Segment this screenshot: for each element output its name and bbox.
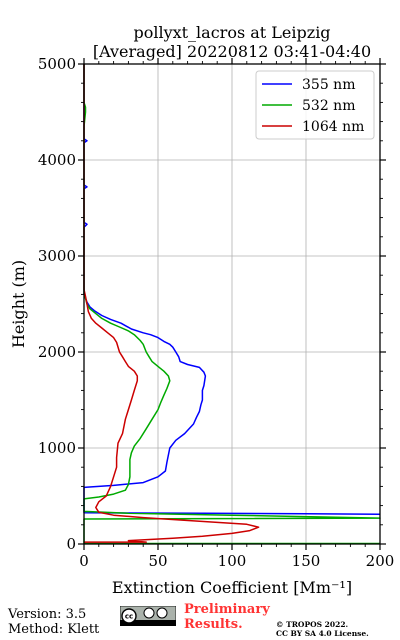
y-tick-label: 5000 xyxy=(38,55,76,73)
y-tick-label: 1000 xyxy=(38,439,76,457)
preliminary-line-1: Preliminary xyxy=(184,602,270,617)
copyright-line-1: © TROPOS 2022. xyxy=(276,620,349,629)
svg-text:cc: cc xyxy=(125,613,133,621)
y-tick-label: 2000 xyxy=(38,343,76,361)
legend: 355 nm 532 nm 1064 nm xyxy=(255,70,375,140)
x-tick-label: 50 xyxy=(148,552,167,570)
cc-by-sa-license-icon: cc xyxy=(120,606,176,626)
chart-title: pollyxt_lacros at Leipzig xyxy=(133,23,330,42)
preliminary-line-2: Results. xyxy=(184,617,243,632)
legend-box xyxy=(255,70,375,140)
copyright-notice: © TROPOS 2022. CC BY SA 4.0 License. xyxy=(276,620,369,638)
x-tick-labels: 0 50 100 150 200 xyxy=(79,552,394,570)
legend-label-355-nm: 355 nm xyxy=(302,77,355,93)
copyright-line-2: CC BY SA 4.0 License. xyxy=(276,629,369,638)
axis-ticks xyxy=(78,58,386,550)
y-axis-label: Height (m) xyxy=(9,260,28,348)
series-line-1064-nm xyxy=(83,64,260,543)
x-axis-label: Extinction Coefficient [Mm⁻¹] xyxy=(112,578,352,597)
y-tick-label: 4000 xyxy=(38,151,76,169)
extinction-profile-chart: 0 50 100 150 200 0 1000 2000 3000 4000 5000 polly… xyxy=(9,23,394,597)
legend-label-1064-nm: 1064 nm xyxy=(302,119,364,135)
y-tick-labels: 0 1000 2000 3000 4000 5000 xyxy=(38,55,76,553)
method-text: Method: Klett xyxy=(8,622,100,637)
x-tick-label: 0 xyxy=(79,552,89,570)
x-tick-label: 100 xyxy=(218,552,247,570)
preliminary-results-note: Preliminary Results. xyxy=(184,602,270,632)
x-tick-label: 150 xyxy=(292,552,321,570)
y-tick-label: 0 xyxy=(66,535,76,553)
version-text: Version: 3.5 xyxy=(8,607,87,622)
legend-label-532-nm: 532 nm xyxy=(302,98,355,114)
x-tick-label: 200 xyxy=(366,552,395,570)
y-tick-label: 3000 xyxy=(38,247,76,265)
chart-subtitle: [Averaged] 20220812 03:41-04:40 xyxy=(93,42,371,61)
